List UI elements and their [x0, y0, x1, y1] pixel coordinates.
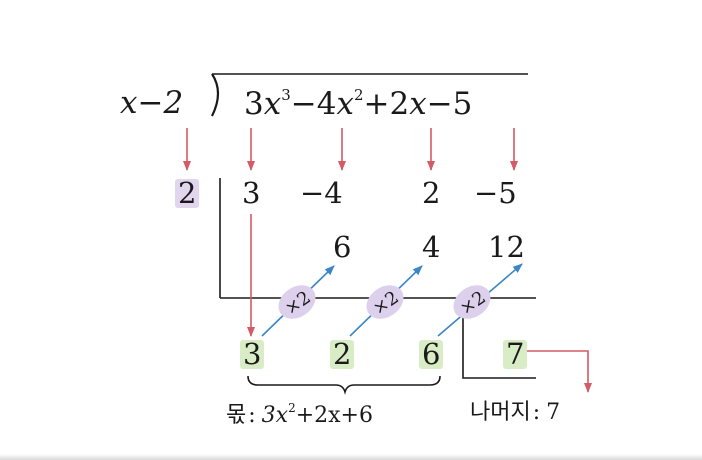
- divisor: x−2: [120, 85, 184, 121]
- dividend-term-2-var: x: [336, 86, 354, 122]
- quotient-colon: :: [248, 403, 256, 428]
- red-arrow-remainder: [527, 350, 592, 393]
- coefficient-3: 2: [422, 176, 441, 210]
- remainder-colon: :: [532, 400, 541, 425]
- dividend-term-4-coef: −5: [426, 86, 473, 122]
- remainder-value: 7: [503, 340, 528, 369]
- remainder-answer-value: 7: [546, 400, 561, 425]
- result-3: 6: [419, 340, 444, 369]
- remainder-label: 나머지: [470, 400, 531, 425]
- product-1: 6: [333, 230, 352, 264]
- dividend-term-3-coef: +2: [363, 86, 410, 122]
- multiplier-oval-2: ×2: [366, 285, 404, 319]
- root-value: 2: [175, 179, 200, 208]
- product-3: 12: [488, 230, 525, 264]
- dividend-term-2-exp: 2: [353, 86, 364, 104]
- remainder-box-line: [462, 318, 536, 379]
- product-2: 4: [422, 230, 441, 264]
- quotient-answer: 몫: 3x2+2x+6: [226, 402, 373, 427]
- remainder-answer: 나머지: 7: [470, 402, 560, 424]
- coefficient-4: −5: [474, 176, 517, 210]
- quotient-brace: [247, 375, 441, 395]
- result-1: 3: [240, 340, 265, 369]
- dividend-term-2-coef: −4: [290, 86, 337, 122]
- quotient-term-1: 3x: [261, 403, 289, 428]
- dividend-term-3-var: x: [409, 86, 427, 122]
- quotient-label: 몫: [226, 403, 247, 428]
- coefficient-1: 3: [242, 176, 261, 210]
- result-2: 2: [330, 340, 355, 369]
- dividend-term-1-coef: 3: [244, 86, 264, 122]
- dividend-term-1-exp: 3: [281, 86, 291, 104]
- division-bracket: [211, 73, 220, 117]
- quotient-term-1-exp: 2: [288, 401, 296, 415]
- dividend-term-1-var: x: [263, 86, 282, 122]
- quotient-rest: +2x+6: [295, 403, 373, 428]
- multiplier-oval-3: ×2: [453, 285, 491, 319]
- coefficient-2: −4: [300, 176, 343, 210]
- dividend-expression: 3x3−4x2+2x−5: [244, 88, 472, 120]
